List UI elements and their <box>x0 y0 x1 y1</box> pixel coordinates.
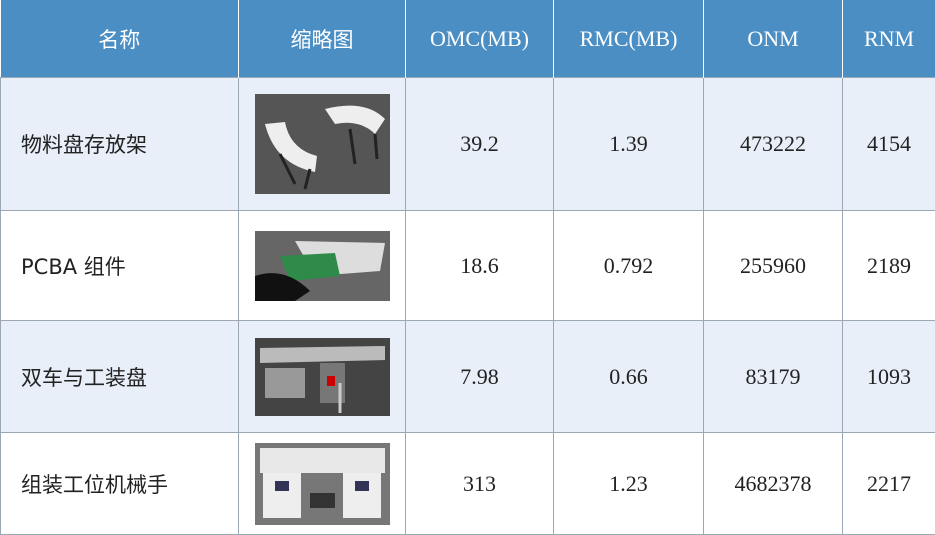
name-cell: PCBA 组件 <box>1 211 239 321</box>
onm-cell: 255960 <box>704 211 843 321</box>
thumb-cell <box>239 433 406 535</box>
thumb-cell <box>239 211 406 321</box>
thumbnail <box>255 94 390 194</box>
header-cell: 缩略图 <box>239 0 406 78</box>
omc-cell: 18.6 <box>406 211 554 321</box>
name-cell: 组装工位机械手 <box>1 433 239 535</box>
header-cell: 名称 <box>1 0 239 78</box>
rmc-cell: 1.39 <box>554 78 704 211</box>
thumbnail <box>255 443 390 525</box>
name-cell: 双车与工装盘 <box>1 321 239 433</box>
rnm-cell: 1093 <box>843 321 935 433</box>
onm-cell: 83179 <box>704 321 843 433</box>
header-cell: RNM <box>843 0 935 78</box>
omc-cell: 313 <box>406 433 554 535</box>
row: PCBA 组件 18.6 0.792 255960 2189 <box>1 211 935 321</box>
rmc-cell: 0.792 <box>554 211 704 321</box>
rnm-cell: 2217 <box>843 433 935 535</box>
header-cell: OMC(MB) <box>406 0 554 78</box>
rmc-cell: 1.23 <box>554 433 704 535</box>
omc-cell: 7.98 <box>406 321 554 433</box>
onm-cell: 4682378 <box>704 433 843 535</box>
thumbnail <box>255 338 390 416</box>
header-cell: ONM <box>704 0 843 78</box>
rnm-cell: 4154 <box>843 78 935 211</box>
row: 物料盘存放架 39.2 1.39 473222 4154 <box>1 78 935 211</box>
onm-cell: 473222 <box>704 78 843 211</box>
rmc-cell: 0.66 <box>554 321 704 433</box>
header-cell: RMC(MB) <box>554 0 704 78</box>
thumb-cell <box>239 78 406 211</box>
name-cell: 物料盘存放架 <box>1 78 239 211</box>
omc-cell: 39.2 <box>406 78 554 211</box>
thumbnail <box>255 231 390 301</box>
header-row: 名称 缩略图 OMC(MB) RMC(MB) ONM RNM <box>1 0 935 78</box>
row: 双车与工装盘 7.98 0.66 83179 1093 <box>1 321 935 433</box>
thumb-cell <box>239 321 406 433</box>
rnm-cell: 2189 <box>843 211 935 321</box>
row: 组装工位机械手 313 1.23 4682378 2217 <box>1 433 935 535</box>
